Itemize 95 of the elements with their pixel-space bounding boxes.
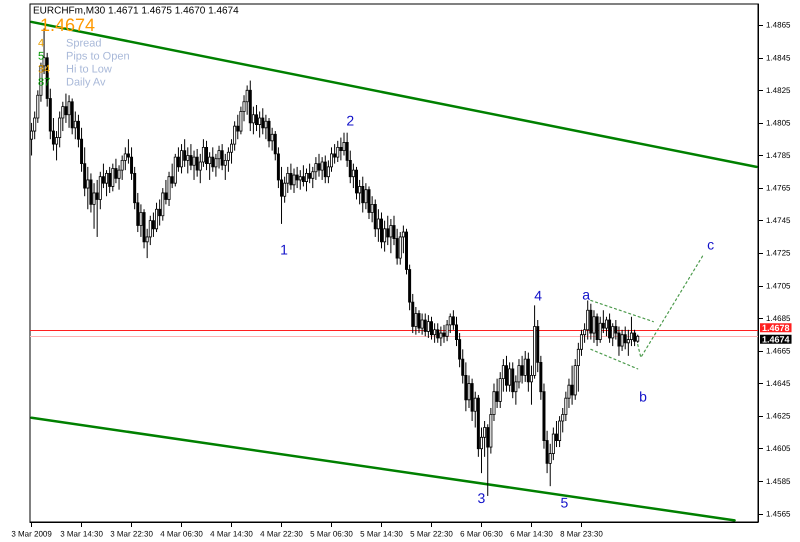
annotation: 4 (534, 288, 542, 304)
candlestick (426, 314, 430, 338)
candlestick (442, 324, 446, 344)
candlestick (96, 179, 99, 238)
candlestick (324, 154, 327, 184)
y-tick-label: 1.4565 (766, 509, 792, 518)
candlestick (570, 365, 574, 406)
y-tick-label: 1.4765 (766, 184, 792, 193)
x-tick-label: 3 Mar 2009 (11, 530, 52, 538)
annotation: 34 (38, 64, 50, 76)
annotation: 2 (346, 112, 354, 129)
x-tick-label: 5 Mar 06:30 (310, 530, 354, 538)
candlestick (336, 140, 340, 163)
y-tick-label: 1.4685 (766, 314, 792, 323)
y-tick-label: 1.4665 (766, 346, 792, 356)
x-tick-label: 6 Mar 14:30 (510, 530, 554, 538)
x-tick-label: 5 Mar 22:30 (410, 530, 454, 538)
annotation: 3 (477, 490, 486, 506)
candlestick (467, 374, 470, 408)
y-tick-label: 1.4585 (766, 476, 792, 486)
x-tick-label: 3 Mar 22:30 (110, 530, 154, 538)
candlestick (289, 163, 292, 190)
y-tick-label: 1.4645 (766, 379, 792, 388)
candlestick (192, 150, 196, 180)
candlestick (611, 322, 614, 347)
candlestick (433, 322, 436, 344)
y-tick-label: 1.4825 (766, 86, 792, 95)
annotation: Spread (66, 38, 102, 50)
candlestick (296, 166, 299, 189)
candlestick (261, 108, 264, 135)
x-tick-label: 4 Mar 22:30 (260, 530, 304, 538)
candlestick (152, 212, 155, 238)
ref-line-label: 1.4674 (762, 334, 790, 344)
candlestick (364, 182, 368, 210)
candlestick (64, 93, 68, 124)
candlestick (504, 355, 508, 392)
candlestick (620, 329, 624, 352)
candlestick (368, 186, 370, 220)
candlestick (589, 303, 592, 340)
candlestick (333, 144, 336, 164)
x-tick-label: 8 Mar 23:30 (560, 530, 604, 538)
y-tick-label: 1.4605 (766, 444, 792, 454)
annotation: b (639, 388, 648, 405)
chart-title: EURCHFm,M30 1.4671 1.4675 1.4670 1.4674 (33, 6, 240, 16)
annotation: 1 (280, 242, 288, 258)
candlestick (596, 312, 599, 347)
candlestick (508, 362, 512, 392)
candlestick (155, 202, 158, 233)
annotation: 5 (560, 494, 568, 510)
y-tick-label: 1.4725 (766, 248, 792, 258)
candlestick (320, 156, 324, 180)
candlestick (520, 355, 524, 384)
x-tick-label: 5 Mar 14:30 (360, 530, 404, 538)
annotation: a (582, 286, 590, 303)
annotation: Hi to Low (66, 64, 112, 76)
candlestick (86, 166, 90, 210)
annotation: c (707, 236, 714, 252)
annotation: Pips to Open (66, 50, 130, 62)
candlestick (383, 220, 386, 252)
x-tick-label: 4 Mar 14:30 (210, 530, 254, 538)
y-tick-label: 1.4865 (766, 20, 792, 30)
candlestick (186, 146, 190, 174)
candlestick (264, 114, 268, 140)
candlestick (318, 153, 321, 178)
candlestick (420, 312, 424, 336)
candlestick (308, 163, 312, 184)
y-tick-label: 1.4745 (766, 216, 792, 226)
candlestick (608, 312, 612, 344)
y-tick-label: 1.4705 (766, 281, 792, 290)
y-tick-label: 1.4805 (766, 118, 792, 128)
ref-line-label: 1.4678 (762, 322, 790, 333)
candlestick (439, 326, 442, 347)
x-tick-label: 4 Mar 06:30 (160, 530, 204, 538)
candlestick (339, 137, 342, 161)
candlestick (298, 170, 302, 190)
x-tick-label: 3 Mar 14:30 (60, 530, 104, 538)
candlestick (302, 164, 305, 187)
x-tick-label: 6 Mar 06:30 (460, 530, 504, 538)
candlestick (292, 168, 296, 194)
candlestick (418, 310, 420, 334)
candlestick (524, 350, 527, 382)
y-tick-label: 1.4845 (766, 53, 792, 62)
candlestick (68, 94, 71, 128)
y-tick-label: 1.4785 (766, 150, 792, 160)
candlestick (258, 111, 262, 138)
candlestick (380, 212, 383, 249)
candlestick (268, 118, 271, 148)
candlestick (108, 166, 112, 194)
annotation: Daily Av (66, 76, 106, 88)
candlestick (430, 316, 433, 340)
candlestick (389, 218, 392, 254)
candlestick (592, 310, 596, 344)
candlestick (586, 300, 590, 340)
y-tick-label: 1.4625 (766, 412, 792, 421)
candlestick (436, 322, 440, 344)
